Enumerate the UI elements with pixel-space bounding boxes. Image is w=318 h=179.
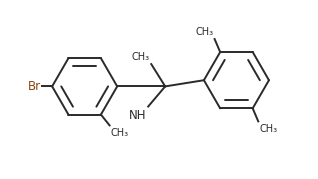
- Text: CH₃: CH₃: [111, 128, 129, 138]
- Text: CH₃: CH₃: [196, 27, 214, 37]
- Text: CH₃: CH₃: [259, 124, 277, 134]
- Text: CH₃: CH₃: [132, 52, 150, 62]
- Text: NH: NH: [129, 109, 147, 122]
- Text: Br: Br: [28, 80, 41, 93]
